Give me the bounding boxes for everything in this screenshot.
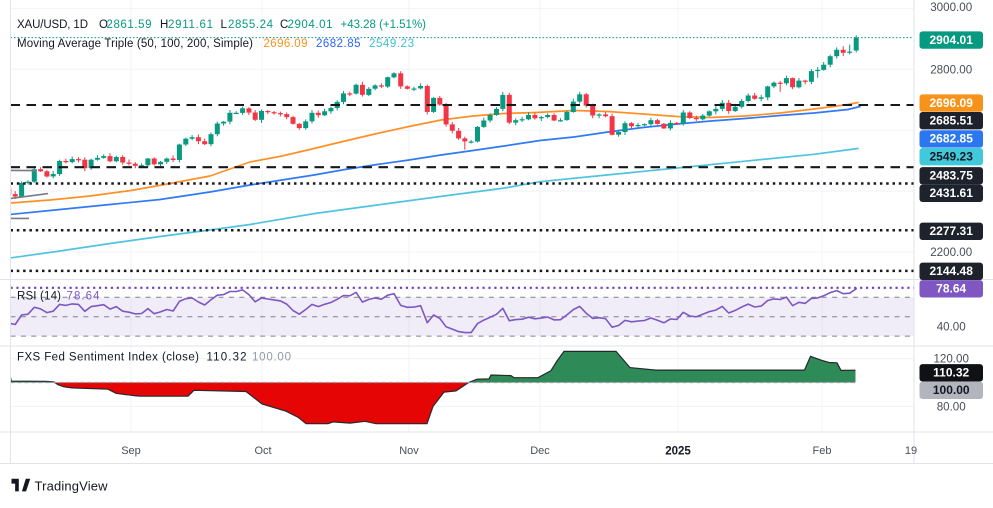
svg-text:2025: 2025 [665, 446, 691, 458]
svg-text:XAU/USD, 1D: XAU/USD, 1D [17, 19, 88, 31]
svg-text:2682.85: 2682.85 [316, 38, 361, 50]
svg-text:2277.31: 2277.31 [930, 224, 974, 238]
svg-text:78.64: 78.64 [936, 282, 966, 296]
svg-text:2904.01: 2904.01 [930, 33, 974, 47]
svg-text:2200.00: 2200.00 [930, 246, 972, 259]
svg-text:110.32: 110.32 [207, 352, 247, 364]
svg-text:2904.01: 2904.01 [288, 19, 333, 31]
svg-text:2696.09: 2696.09 [930, 96, 974, 110]
svg-text:78.64: 78.64 [67, 291, 101, 303]
svg-text:RSI (14): RSI (14) [17, 291, 61, 303]
svg-text:FXS Fed Sentiment Index (close: FXS Fed Sentiment Index (close) [17, 352, 199, 364]
svg-text:19: 19 [905, 445, 917, 457]
svg-text:100.00: 100.00 [933, 383, 970, 397]
svg-text:2685.51: 2685.51 [930, 113, 974, 127]
svg-text:110.32: 110.32 [933, 366, 969, 380]
svg-text:Dec: Dec [530, 445, 550, 457]
svg-text:2549.23: 2549.23 [930, 149, 974, 163]
svg-text:2144.48: 2144.48 [930, 264, 974, 278]
svg-text:2682.85: 2682.85 [930, 132, 974, 146]
svg-text:Nov: Nov [399, 445, 419, 457]
svg-text:TradingView: TradingView [35, 479, 109, 494]
svg-text:2549.23: 2549.23 [369, 38, 414, 50]
svg-text:+43.28 (+1.51%): +43.28 (+1.51%) [341, 19, 427, 31]
svg-text:120.00: 120.00 [933, 353, 968, 366]
svg-text:Oct: Oct [254, 445, 271, 457]
svg-text:Feb: Feb [813, 445, 832, 457]
svg-text:2483.75: 2483.75 [930, 169, 974, 183]
svg-text:Sep: Sep [121, 445, 141, 457]
svg-text:40.00: 40.00 [937, 320, 966, 333]
svg-text:80.00: 80.00 [937, 400, 966, 413]
svg-text:2800.00: 2800.00 [930, 63, 972, 76]
svg-text:2855.24: 2855.24 [228, 19, 274, 31]
svg-text:2861.59: 2861.59 [107, 19, 152, 31]
svg-text:2911.61: 2911.61 [168, 19, 213, 31]
svg-text:L: L [221, 19, 228, 31]
svg-text:2696.09: 2696.09 [264, 38, 308, 50]
svg-text:3000.00: 3000.00 [930, 1, 972, 14]
svg-text:Moving Average Triple (50, 100: Moving Average Triple (50, 100, 200, Sim… [17, 38, 253, 50]
svg-text:100.00: 100.00 [252, 352, 291, 364]
svg-text:2431.61: 2431.61 [930, 186, 974, 200]
